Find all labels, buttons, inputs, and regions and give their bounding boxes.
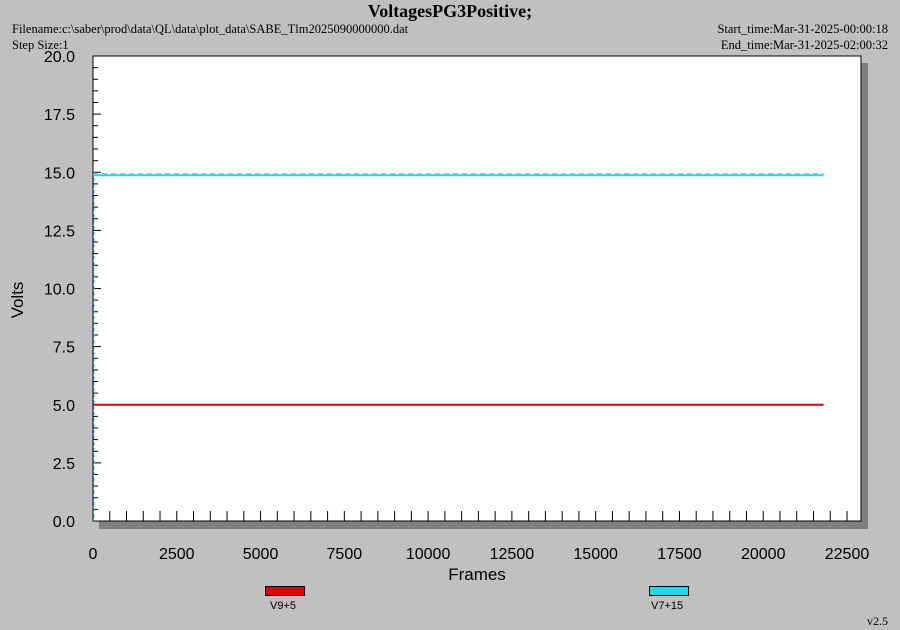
- start-time-label: Start_time:Mar-31-2025-00:00:18: [717, 22, 888, 36]
- step-size-label: Step Size:1: [12, 38, 69, 52]
- chart-title: VoltagesPG3Positive;: [367, 1, 533, 21]
- y-tick-label: 0.0: [53, 514, 75, 531]
- x-tick-label: 0: [89, 546, 98, 563]
- legend-label-v7: V7+15: [651, 600, 684, 612]
- x-tick-label: 10000: [406, 546, 451, 563]
- y-tick-label: 20.0: [44, 49, 75, 66]
- x-axis-label: Frames: [448, 565, 506, 584]
- y-tick-label: 17.5: [44, 107, 75, 124]
- y-axis: 0.0 2.5 5.0 7.5 10.0 12.5 15.0 17.5 20.0: [44, 49, 101, 531]
- x-axis: 0 2500 5000 7500 10000 12500 15000 17500 20000 22…: [89, 511, 870, 563]
- x-tick-label: 17500: [657, 546, 702, 563]
- x-tick-label: 5000: [243, 546, 279, 563]
- y-tick-label: 2.5: [53, 456, 75, 473]
- y-tick-label: 12.5: [44, 223, 75, 240]
- y-axis-label: Volts: [8, 282, 27, 319]
- x-tick-label: 20000: [741, 546, 786, 563]
- y-tick-label: 7.5: [53, 340, 75, 357]
- version-label: v2.5: [867, 614, 888, 628]
- x-tick-label: 7500: [327, 546, 363, 563]
- x-tick-label: 15000: [573, 546, 618, 563]
- x-tick-label: 12500: [490, 546, 535, 563]
- y-tick-label: 10.0: [44, 282, 75, 299]
- y-tick-label: 5.0: [53, 398, 75, 415]
- series-layer: [93, 172, 824, 521]
- legend-swatch-v7: [649, 586, 689, 596]
- x-tick-label: 22500: [825, 546, 870, 563]
- legend-label-v9: V9+5: [270, 600, 296, 612]
- y-tick-label: 15.0: [44, 165, 75, 182]
- x-tick-label: 2500: [159, 546, 195, 563]
- filename-label: Filename:c:\saber\prod\data\QL\data\plot…: [12, 22, 409, 36]
- end-time-label: End_time:Mar-31-2025-02:00:32: [720, 38, 888, 52]
- legend-swatch-v9: [265, 586, 305, 596]
- plot-area: [92, 55, 862, 522]
